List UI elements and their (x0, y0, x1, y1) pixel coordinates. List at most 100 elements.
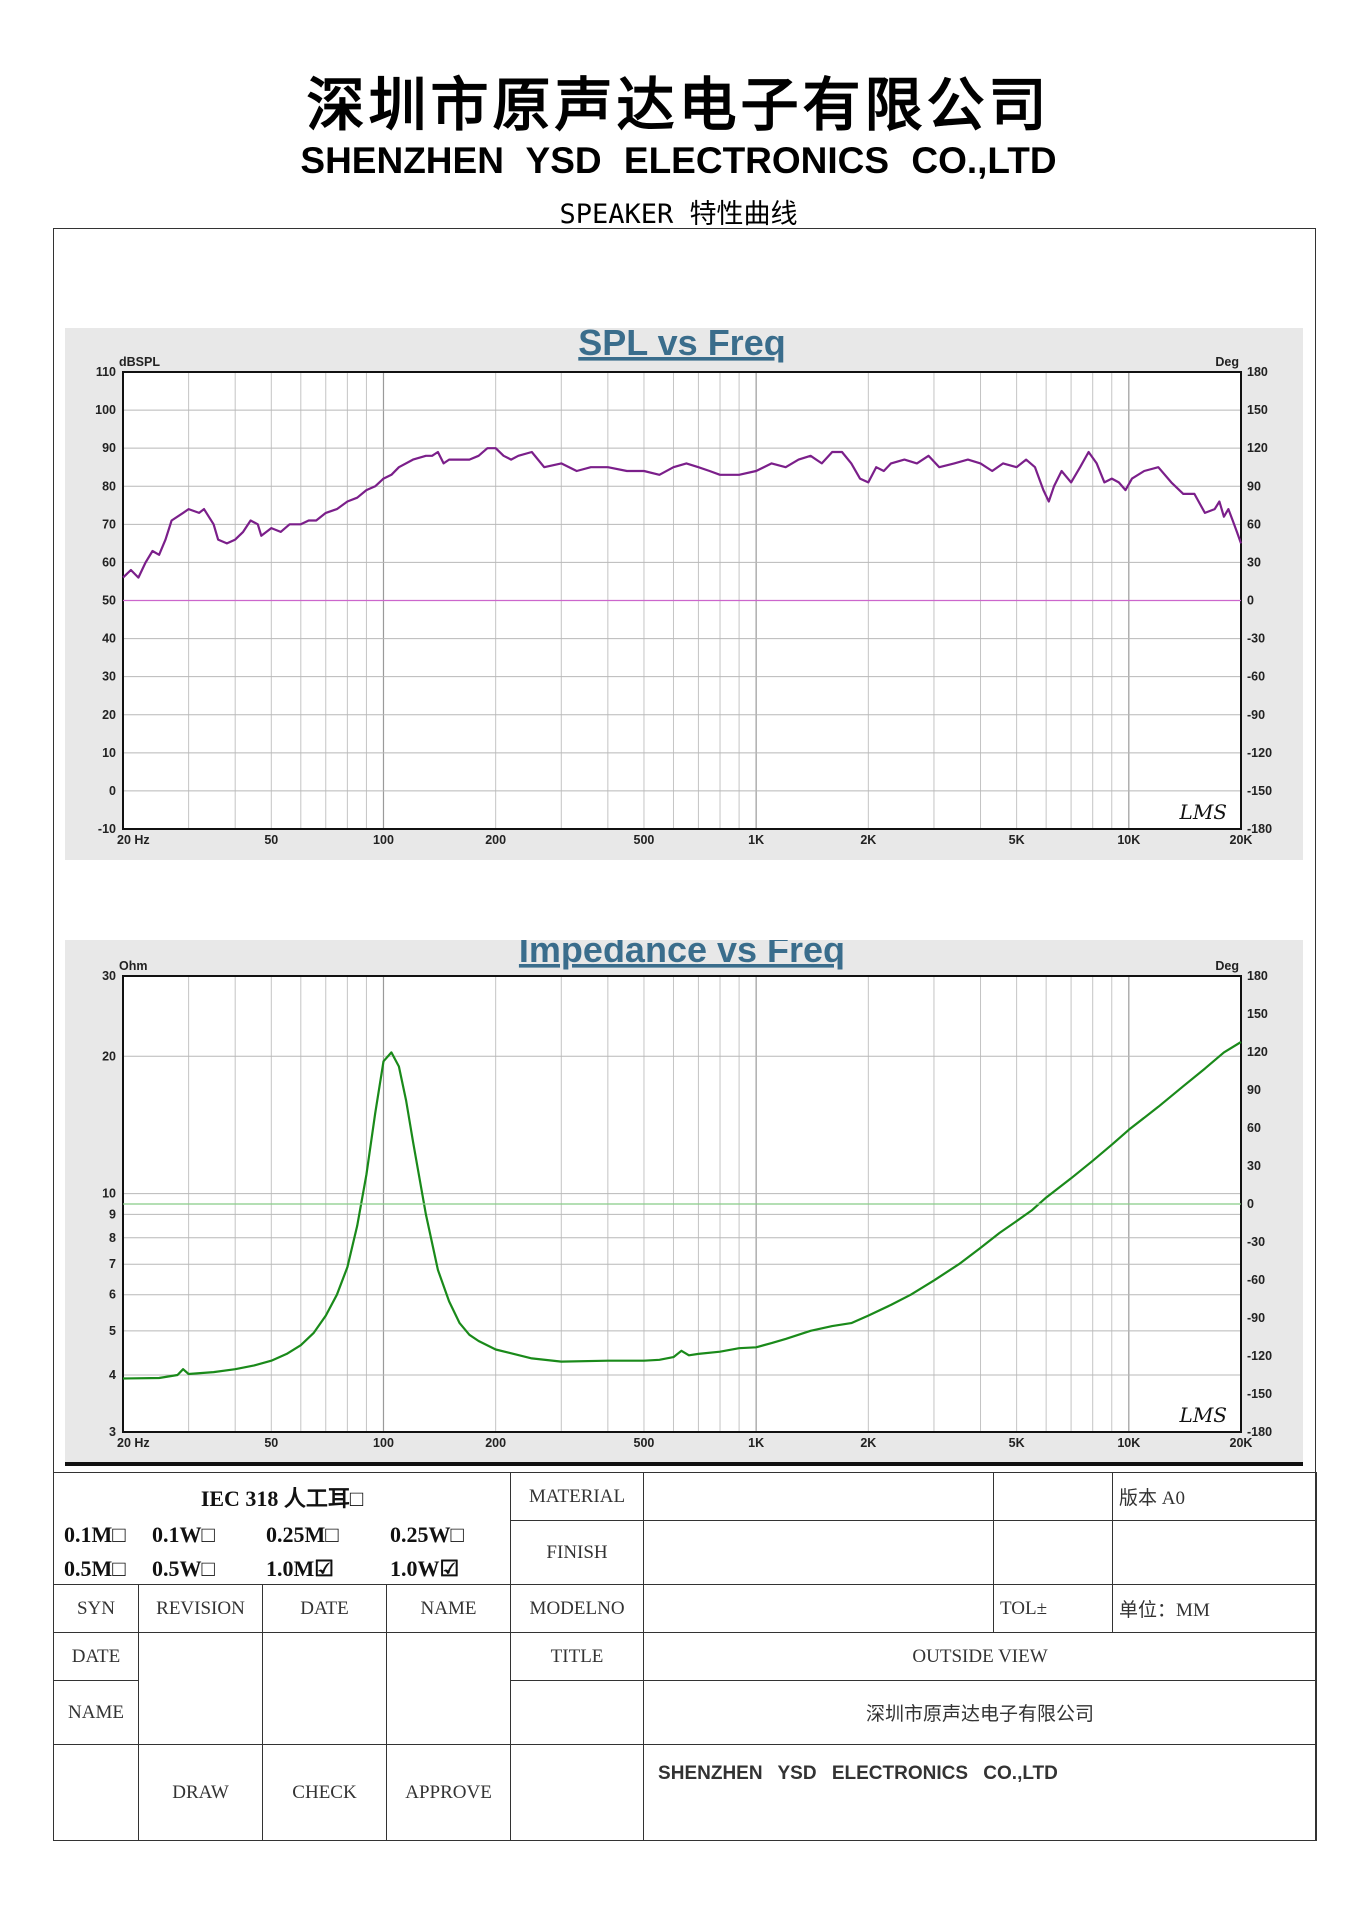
imp-xtick-label: 500 (634, 1436, 655, 1450)
imp-y2tick-label: -120 (1247, 1349, 1272, 1363)
option-0-5m[interactable]: 0.5M□ (64, 1556, 126, 1582)
imp-y2tick-label: 90 (1247, 1083, 1261, 1097)
material-label: MATERIAL (510, 1472, 645, 1521)
material-extra (993, 1472, 1114, 1521)
imp-ytick-label: 30 (102, 969, 116, 983)
imp-y2tick-label: -60 (1247, 1273, 1265, 1287)
option-0-1m[interactable]: 0.1M□ (64, 1522, 126, 1548)
modelno-label: MODELNO (510, 1584, 645, 1633)
spl-xtick-label: 5K (1009, 833, 1025, 847)
imp-xtick-label: 100 (373, 1436, 394, 1450)
separator-line (65, 1462, 1303, 1466)
company-name-cn-footer: 深圳市原声达电子有限公司 (643, 1680, 1318, 1745)
spl-ytick-label: 70 (102, 517, 116, 531)
impedance-chart-panel: Impedance vs Freq 3 4 5 6 7 8 9 10 20 30 -180 -150 -1… (65, 940, 1303, 1462)
spl-xtick-label: 20K (1230, 833, 1253, 847)
impedance-chart: Impedance vs Freq 3 4 5 6 7 8 9 10 20 30 -180 -150 -1… (102, 940, 1272, 1450)
imp-xtick-label: 2K (860, 1436, 876, 1450)
imp-y2tick-label: 120 (1247, 1045, 1268, 1059)
option-0-25m[interactable]: 0.25M□ (266, 1522, 339, 1548)
spl-chart-panel: SPL vs Freq -10 0 10 20 30 40 50 60 70 80 90 100 110 -… (65, 328, 1303, 860)
spl-y2tick-label: -120 (1247, 746, 1272, 760)
spl-y2tick-label: 90 (1247, 479, 1261, 493)
option-0-5w[interactable]: 0.5W□ (152, 1556, 215, 1582)
imp-y2tick-label: -30 (1247, 1235, 1265, 1249)
date-label: DATE (262, 1584, 387, 1633)
spl-xtick-label: 1K (748, 833, 764, 847)
imp-ytick-label: 10 (102, 1187, 116, 1201)
spl-y2tick-label: 180 (1247, 365, 1268, 379)
syn-label: SYN (53, 1584, 139, 1633)
imp-y2tick-label: 0 (1247, 1197, 1254, 1211)
spl-y2label: Deg (1215, 355, 1239, 369)
modelno-value (643, 1584, 995, 1633)
spl-y2tick-label: 120 (1247, 441, 1268, 455)
sheet-frame (53, 228, 1316, 1841)
title-spacer (510, 1680, 645, 1745)
spl-y2tick-label: -150 (1247, 784, 1272, 798)
name-label: NAME (385, 1584, 512, 1633)
imp-ylabel: Ohm (119, 959, 147, 973)
option-0-25w[interactable]: 0.25W□ (390, 1522, 464, 1548)
imp-xtick-label: 5K (1009, 1436, 1025, 1450)
spl-ytick-label: 10 (102, 746, 116, 760)
spl-xtick-label: 500 (634, 833, 655, 847)
imp-ytick-label: 20 (102, 1049, 116, 1063)
spl-y2tick-label: -60 (1247, 670, 1265, 684)
spl-xtick-label: 50 (264, 833, 278, 847)
spl-y2tick-label: 0 (1247, 594, 1254, 608)
spl-ytick-label: 0 (109, 784, 116, 798)
option-1-0m[interactable]: 1.0M☑ (266, 1556, 334, 1582)
imp-y2tick-label: -180 (1247, 1425, 1272, 1439)
sign-blank (53, 1744, 139, 1841)
imp-y2tick-label: 150 (1247, 1007, 1268, 1021)
unit-label: 单位：MM (1112, 1584, 1318, 1633)
imp-ytick-label: 8 (109, 1231, 116, 1245)
spl-xtick-label: 200 (485, 833, 506, 847)
imp-y2tick-label: -90 (1247, 1311, 1265, 1325)
spl-ytick-label: 60 (102, 555, 116, 569)
imp-title: Impedance vs Freq (519, 940, 845, 970)
spl-y2tick-label: -30 (1247, 632, 1265, 646)
spl-ytick-label: 20 (102, 708, 116, 722)
revision-label: REVISION (138, 1584, 263, 1633)
spl-y2tick-label: 60 (1247, 517, 1261, 531)
imp-watermark: LMS (1179, 1403, 1227, 1427)
approve-label: APPROVE (385, 1744, 512, 1841)
imp-xtick-label: 20 Hz (117, 1436, 150, 1450)
date-row-label: DATE (53, 1632, 139, 1681)
title-value: OUTSIDE VIEW (643, 1632, 1318, 1681)
spl-y2tick-label: -180 (1247, 822, 1272, 836)
title-block: IEC 318 人工耳□ MATERIAL 版本 A0 0.1M□ 0.1W□ … (52, 1472, 1318, 1841)
company-name-en-footer: SHENZHEN YSD ELECTRONICS CO.,LTD (643, 1744, 1318, 1841)
imp-y2label: Deg (1215, 959, 1239, 973)
spl-xtick-label: 100 (373, 833, 394, 847)
spl-ylabel: dBSPL (119, 355, 160, 369)
company-name-en: SHENZHEN YSD ELECTRONICS CO.,LTD (300, 140, 1057, 181)
spl-xtick-label: 20 Hz (117, 833, 150, 847)
imp-xtick-label: 1K (748, 1436, 764, 1450)
spl-y2tick-label: 150 (1247, 403, 1268, 417)
option-1-0w[interactable]: 1.0W☑ (390, 1556, 460, 1582)
version-extra (1112, 1520, 1318, 1585)
spl-chart: SPL vs Freq -10 0 10 20 30 40 50 60 70 80 90 100 110 -… (95, 328, 1272, 847)
revision-cell (138, 1632, 263, 1745)
spl-ytick-label: 40 (102, 632, 116, 646)
spl-y2tick-label: -90 (1247, 708, 1265, 722)
sheet-subtitle: SPEAKER 特性曲线 (559, 199, 798, 230)
tol-label: TOL± (993, 1584, 1114, 1633)
check-label: CHECK (262, 1744, 387, 1841)
material-value (643, 1472, 995, 1521)
name-row-label: NAME (53, 1680, 139, 1745)
option-0-1w[interactable]: 0.1W□ (152, 1522, 215, 1548)
spl-title: SPL vs Freq (578, 328, 785, 363)
imp-y2tick-label: 60 (1247, 1121, 1261, 1135)
spl-ytick-label: 90 (102, 441, 116, 455)
spl-y2tick-label: 30 (1247, 555, 1261, 569)
spl-series-0-line (122, 447, 1243, 579)
finish-label: FINISH (510, 1520, 645, 1585)
spl-ytick-label: 30 (102, 670, 116, 684)
imp-ytick-label: 6 (109, 1288, 116, 1302)
imp-ytick-label: 4 (109, 1368, 116, 1382)
options-cell: 0.1M□ 0.1W□ 0.25M□ 0.25W□ 0.5M□ 0.5W□ 1.… (52, 1520, 512, 1585)
